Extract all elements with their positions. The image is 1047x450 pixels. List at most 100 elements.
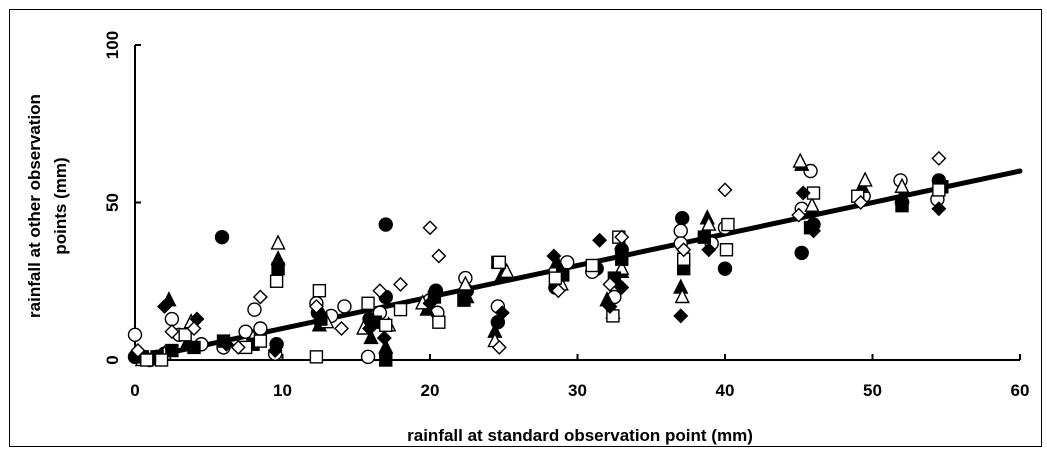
x-tick-label: 50 (863, 381, 882, 400)
y-tick-label: 50 (103, 193, 122, 212)
data-point-open-diamond (372, 283, 388, 299)
data-point-open-triangle (499, 262, 515, 278)
data-point-open-diamond (602, 276, 618, 292)
data-point-open-circle (247, 302, 262, 317)
data-point-open-diamond (431, 248, 447, 264)
data-point-filled-diamond (602, 298, 618, 314)
data-point-open-diamond (491, 339, 507, 355)
data-point-open-triangle (857, 171, 873, 187)
data-point-filled-diamond (673, 308, 689, 324)
x-tick-label: 60 (1011, 381, 1030, 400)
x-axis-title: rainfall at standard observation point (… (407, 426, 753, 445)
data-point-open-square (585, 258, 599, 273)
trend-line (132, 168, 1023, 363)
data-point-filled-circle (214, 229, 230, 245)
data-point-open-triangle (270, 234, 286, 250)
chart-frame (9, 9, 1042, 447)
data-point-open-square (492, 255, 507, 270)
data-point-open-square (140, 353, 154, 367)
data-point-open-diamond (853, 195, 869, 210)
data-point-open-square (432, 315, 446, 329)
data-point-open-diamond (334, 321, 349, 336)
data-point-filled-circle (378, 217, 393, 232)
data-point-open-square (312, 284, 327, 298)
data-point-open-diamond (130, 343, 146, 359)
data-point-open-square (379, 318, 393, 333)
data-point-open-square (393, 302, 408, 317)
data-point-open-circle (337, 299, 352, 314)
data-point-open-diamond (252, 289, 268, 305)
data-point-filled-diamond (894, 195, 910, 210)
data-point-open-diamond (393, 276, 408, 292)
data-point-open-square (721, 217, 735, 232)
data-point-open-square (548, 271, 563, 285)
data-point-filled-diamond (218, 336, 234, 352)
data-point-open-circle (253, 321, 268, 336)
x-tick-label: 0 (130, 381, 139, 400)
x-tick-label: 30 (568, 381, 587, 400)
data-point-filled-square (615, 252, 629, 266)
y-axis-title-line-2: points (mm) (51, 157, 70, 254)
data-point-filled-diamond (422, 295, 438, 311)
data-point-filled-diamond (931, 201, 947, 217)
data-point-open-diamond (186, 321, 202, 336)
data-point-filled-triangle (363, 328, 379, 345)
data-point-filled-diamond (376, 330, 392, 346)
data-point-open-circle (673, 223, 688, 239)
data-point-filled-diamond (795, 185, 811, 201)
data-point-open-square (932, 183, 946, 197)
data-point-filled-circle (675, 211, 690, 226)
data-point-open-square (269, 274, 284, 288)
data-point-filled-diamond (157, 298, 172, 314)
data-point-open-square (154, 353, 169, 367)
data-points (127, 150, 949, 368)
data-point-open-diamond (308, 298, 324, 314)
data-point-open-square (309, 350, 324, 364)
data-point-filled-diamond (267, 343, 283, 359)
x-tick-label: 40 (716, 381, 735, 400)
y-tick-label: 0 (103, 355, 122, 364)
data-point-open-triangle (792, 152, 808, 168)
data-point-open-circle (164, 311, 180, 327)
data-point-open-diamond (791, 207, 807, 223)
data-point-open-circle (360, 349, 376, 365)
data-point-open-square (361, 296, 375, 310)
data-point-filled-diamond (362, 321, 378, 336)
data-point-open-diamond (422, 220, 438, 236)
x-tick-label: 10 (273, 381, 292, 400)
data-point-open-diamond (230, 339, 246, 355)
data-point-open-square (719, 243, 734, 257)
trend-line-group (132, 168, 1023, 363)
data-point-open-diamond (676, 242, 692, 258)
data-point-filled-square (271, 261, 285, 276)
data-point-filled-diamond (546, 248, 562, 264)
data-point-open-triangle (894, 177, 910, 193)
data-point-open-diamond (614, 229, 630, 245)
data-point-open-diamond (550, 283, 566, 299)
data-point-filled-triangle (378, 338, 394, 354)
data-point-filled-circle (794, 245, 809, 261)
data-point-filled-square (187, 340, 201, 355)
data-point-filled-diamond (806, 223, 821, 239)
data-point-open-triangle (701, 215, 717, 231)
axes: 0 10 20 30 40 50 60 0 50 100 (103, 31, 1029, 400)
data-point-open-triangle (804, 196, 820, 212)
x-tick-label: 20 (421, 381, 440, 400)
data-point-open-diamond (717, 182, 733, 198)
data-point-open-diamond (164, 324, 180, 340)
data-point-filled-square (697, 230, 712, 244)
data-point-open-circle (127, 327, 143, 342)
data-point-filled-diamond (701, 242, 717, 258)
data-point-open-triangle (614, 259, 630, 275)
data-point-open-diamond (931, 150, 947, 166)
y-axis-title-line-1: rainfall at other observation (25, 94, 44, 318)
data-point-filled-diamond (592, 232, 608, 248)
data-point-filled-square (165, 343, 179, 358)
data-point-filled-square (457, 293, 471, 307)
y-tick-label: 100 (103, 31, 122, 59)
data-point-open-triangle (457, 275, 474, 291)
data-point-filled-circle (717, 261, 733, 276)
data-point-open-triangle (674, 287, 690, 304)
data-point-open-square (178, 328, 192, 342)
y-axis-title: rainfall at other observation points (mm… (25, 94, 70, 318)
